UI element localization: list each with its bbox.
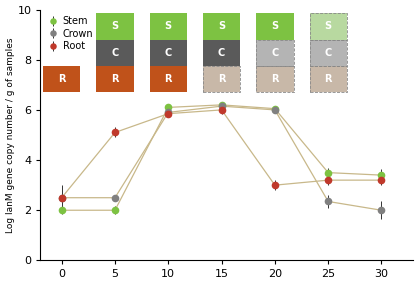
- Text: C: C: [325, 48, 332, 58]
- Text: R: R: [271, 74, 279, 84]
- FancyBboxPatch shape: [203, 40, 240, 66]
- Text: R: R: [218, 74, 225, 84]
- FancyBboxPatch shape: [310, 13, 347, 40]
- FancyBboxPatch shape: [150, 66, 187, 92]
- Text: C: C: [111, 48, 119, 58]
- Text: R: R: [58, 74, 65, 84]
- Text: R: R: [111, 74, 119, 84]
- FancyBboxPatch shape: [96, 13, 134, 40]
- FancyBboxPatch shape: [256, 13, 294, 40]
- FancyBboxPatch shape: [96, 40, 134, 66]
- FancyBboxPatch shape: [96, 66, 134, 92]
- FancyBboxPatch shape: [310, 66, 347, 92]
- Text: S: S: [272, 21, 279, 31]
- FancyBboxPatch shape: [256, 66, 294, 92]
- FancyBboxPatch shape: [150, 13, 187, 40]
- FancyBboxPatch shape: [203, 13, 240, 40]
- Text: C: C: [271, 48, 279, 58]
- Text: S: S: [325, 21, 332, 31]
- Text: S: S: [111, 21, 119, 31]
- Text: C: C: [165, 48, 172, 58]
- Text: R: R: [324, 74, 332, 84]
- Text: S: S: [218, 21, 225, 31]
- Text: S: S: [165, 21, 172, 31]
- Y-axis label: Log lanM gene copy number / g of samples: Log lanM gene copy number / g of samples: [5, 37, 15, 233]
- Text: C: C: [218, 48, 225, 58]
- FancyBboxPatch shape: [310, 40, 347, 66]
- Text: R: R: [165, 74, 172, 84]
- FancyBboxPatch shape: [256, 40, 294, 66]
- FancyBboxPatch shape: [150, 40, 187, 66]
- FancyBboxPatch shape: [203, 66, 240, 92]
- FancyBboxPatch shape: [43, 66, 80, 92]
- Legend: Stem, Crown, Root: Stem, Crown, Root: [45, 15, 95, 53]
